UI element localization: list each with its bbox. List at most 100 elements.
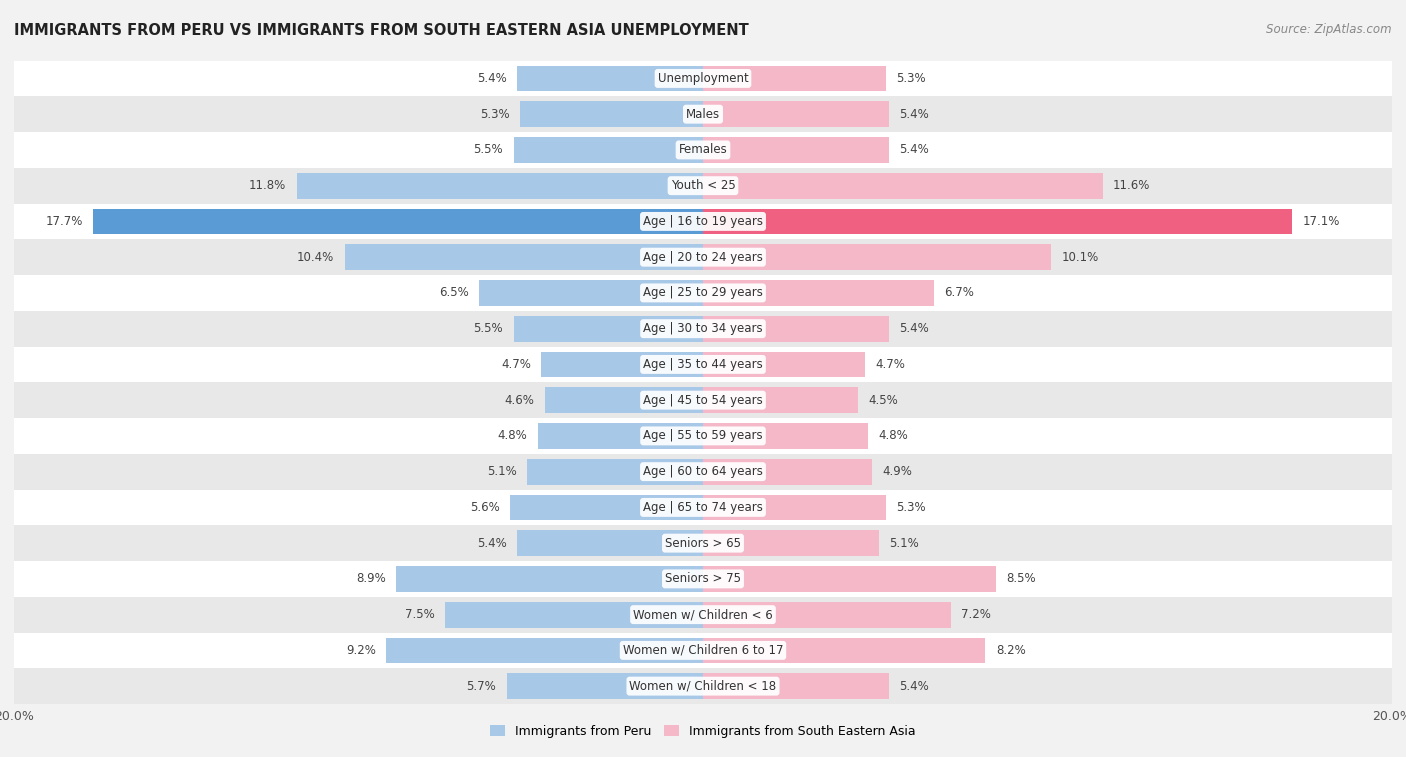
Bar <box>703 66 886 92</box>
Text: 7.5%: 7.5% <box>405 608 434 621</box>
Text: Source: ZipAtlas.com: Source: ZipAtlas.com <box>1267 23 1392 36</box>
Text: Women w/ Children 6 to 17: Women w/ Children 6 to 17 <box>623 644 783 657</box>
Bar <box>14 347 1392 382</box>
Bar <box>14 275 1392 311</box>
Text: Age | 25 to 29 years: Age | 25 to 29 years <box>643 286 763 300</box>
Text: 11.8%: 11.8% <box>249 179 287 192</box>
Bar <box>14 668 1392 704</box>
Bar <box>541 351 703 377</box>
Bar <box>14 168 1392 204</box>
Text: 4.8%: 4.8% <box>879 429 908 442</box>
Bar <box>14 239 1392 275</box>
Text: Age | 16 to 19 years: Age | 16 to 19 years <box>643 215 763 228</box>
Text: Age | 60 to 64 years: Age | 60 to 64 years <box>643 465 763 478</box>
Text: 5.7%: 5.7% <box>467 680 496 693</box>
Bar <box>297 173 703 198</box>
Text: 10.4%: 10.4% <box>297 251 335 263</box>
Text: Seniors > 65: Seniors > 65 <box>665 537 741 550</box>
Text: 4.9%: 4.9% <box>882 465 912 478</box>
Bar <box>703 388 858 413</box>
Text: 5.1%: 5.1% <box>488 465 517 478</box>
Text: 5.4%: 5.4% <box>900 107 929 120</box>
Bar <box>517 66 703 92</box>
Text: Males: Males <box>686 107 720 120</box>
Text: 8.2%: 8.2% <box>995 644 1025 657</box>
Bar <box>14 453 1392 490</box>
Bar <box>444 602 703 628</box>
Bar <box>14 382 1392 418</box>
Bar <box>396 566 703 592</box>
Bar <box>703 351 865 377</box>
Bar <box>703 566 995 592</box>
Text: 5.5%: 5.5% <box>474 322 503 335</box>
Text: 10.1%: 10.1% <box>1062 251 1098 263</box>
Text: 4.6%: 4.6% <box>505 394 534 407</box>
Bar <box>703 173 1102 198</box>
Bar <box>14 490 1392 525</box>
Bar <box>479 280 703 306</box>
Bar <box>513 316 703 341</box>
Text: Youth < 25: Youth < 25 <box>671 179 735 192</box>
Text: 6.5%: 6.5% <box>439 286 468 300</box>
Text: 17.1%: 17.1% <box>1302 215 1340 228</box>
Text: Women w/ Children < 6: Women w/ Children < 6 <box>633 608 773 621</box>
Text: 4.5%: 4.5% <box>869 394 898 407</box>
Bar <box>344 245 703 270</box>
Text: 5.5%: 5.5% <box>474 143 503 157</box>
Bar <box>703 673 889 699</box>
Bar <box>506 673 703 699</box>
Text: 5.3%: 5.3% <box>481 107 510 120</box>
Bar <box>520 101 703 127</box>
Bar <box>517 531 703 556</box>
Bar <box>14 633 1392 668</box>
Text: 5.3%: 5.3% <box>896 501 925 514</box>
Bar <box>14 132 1392 168</box>
Bar <box>537 423 703 449</box>
Bar <box>703 531 879 556</box>
Text: 5.4%: 5.4% <box>477 72 506 85</box>
Text: 5.4%: 5.4% <box>900 143 929 157</box>
Text: Age | 65 to 74 years: Age | 65 to 74 years <box>643 501 763 514</box>
Text: Age | 30 to 34 years: Age | 30 to 34 years <box>643 322 763 335</box>
Bar <box>14 597 1392 633</box>
Text: 6.7%: 6.7% <box>945 286 974 300</box>
Bar <box>14 525 1392 561</box>
Bar <box>544 388 703 413</box>
Text: Age | 55 to 59 years: Age | 55 to 59 years <box>643 429 763 442</box>
Bar <box>14 204 1392 239</box>
Bar <box>703 494 886 520</box>
Text: 8.9%: 8.9% <box>356 572 387 585</box>
Bar <box>513 137 703 163</box>
Text: Females: Females <box>679 143 727 157</box>
Text: IMMIGRANTS FROM PERU VS IMMIGRANTS FROM SOUTH EASTERN ASIA UNEMPLOYMENT: IMMIGRANTS FROM PERU VS IMMIGRANTS FROM … <box>14 23 749 38</box>
Bar <box>93 208 703 235</box>
Text: 5.4%: 5.4% <box>477 537 506 550</box>
Text: 4.8%: 4.8% <box>498 429 527 442</box>
Text: 8.5%: 8.5% <box>1007 572 1036 585</box>
Text: 9.2%: 9.2% <box>346 644 375 657</box>
Bar <box>703 101 889 127</box>
Bar <box>14 96 1392 132</box>
Bar <box>703 137 889 163</box>
Bar <box>703 245 1050 270</box>
Bar <box>703 423 869 449</box>
Text: 5.3%: 5.3% <box>896 72 925 85</box>
Bar <box>527 459 703 484</box>
Text: 5.6%: 5.6% <box>470 501 499 514</box>
Bar <box>703 208 1292 235</box>
Bar <box>14 311 1392 347</box>
Bar <box>703 602 950 628</box>
Text: 11.6%: 11.6% <box>1114 179 1150 192</box>
Bar <box>703 316 889 341</box>
Text: Women w/ Children < 18: Women w/ Children < 18 <box>630 680 776 693</box>
Text: Unemployment: Unemployment <box>658 72 748 85</box>
Text: Age | 35 to 44 years: Age | 35 to 44 years <box>643 358 763 371</box>
Bar <box>510 494 703 520</box>
Text: Age | 45 to 54 years: Age | 45 to 54 years <box>643 394 763 407</box>
Text: 7.2%: 7.2% <box>962 608 991 621</box>
Text: 4.7%: 4.7% <box>501 358 531 371</box>
Text: Seniors > 75: Seniors > 75 <box>665 572 741 585</box>
Legend: Immigrants from Peru, Immigrants from South Eastern Asia: Immigrants from Peru, Immigrants from So… <box>485 720 921 743</box>
Text: 5.4%: 5.4% <box>900 322 929 335</box>
Text: Age | 20 to 24 years: Age | 20 to 24 years <box>643 251 763 263</box>
